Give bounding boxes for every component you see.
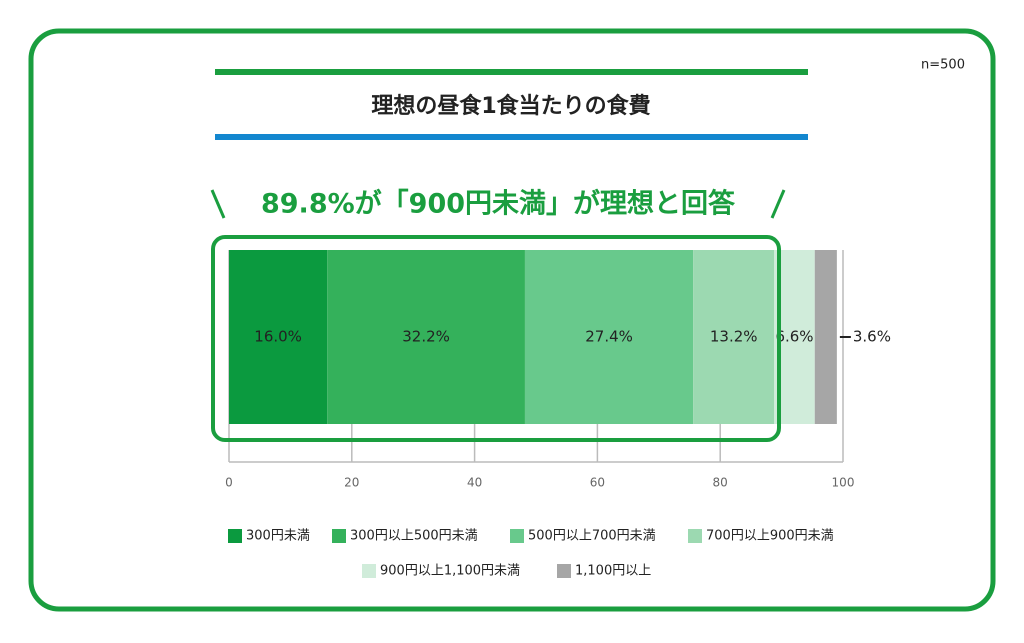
x-tick-label: 100 [832, 476, 855, 490]
legend-label: 1,100円以上 [575, 564, 651, 579]
value-label: 32.2% [402, 328, 450, 346]
legend-swatch [510, 529, 524, 543]
value-label: 16.0% [254, 328, 302, 346]
value-label: 27.4% [585, 328, 633, 346]
legend-label: 300円未満 [246, 529, 310, 544]
legend-swatch [688, 529, 702, 543]
legend-label: 300円以上500円未満 [350, 529, 478, 544]
deco-slash [770, 189, 786, 219]
highlight-box [211, 235, 781, 442]
frame [28, 28, 996, 612]
value-label: 3.6% [853, 328, 891, 346]
bar-segment [693, 250, 775, 424]
legend-swatch [228, 529, 242, 543]
x-tick-label: 0 [225, 476, 233, 490]
legend-label: 900円以上1,100円未満 [380, 564, 520, 579]
x-tick-label: 60 [590, 476, 605, 490]
annotation: 89.8%が「900円未満」が理想と回答 [261, 188, 736, 220]
legend-label: 700円以上900円未満 [706, 529, 834, 544]
x-tick-label: 20 [344, 476, 359, 490]
sample-size: n=500 [921, 58, 965, 73]
legend-swatch [362, 564, 376, 578]
bar-segment [327, 250, 525, 424]
plot: 0 20 40 60 80 100 16.0% 32.2% 27.4% 13.2% 6.6% 3.6% [225, 250, 891, 490]
legend-swatch [332, 529, 346, 543]
bar-segment [524, 250, 694, 424]
x-tick-label: 40 [467, 476, 482, 490]
bar-segment [229, 250, 328, 424]
legend-swatch [557, 564, 571, 578]
value-label: 13.2% [710, 328, 758, 346]
value-label: 6.6% [775, 328, 813, 346]
chart-title: 理想の昼食1食当たりの食費 [371, 93, 650, 119]
bar-segment [814, 250, 837, 424]
legend-label: 500円以上700円未満 [528, 529, 656, 544]
x-tick-label: 80 [713, 476, 728, 490]
deco-slash [210, 189, 226, 219]
